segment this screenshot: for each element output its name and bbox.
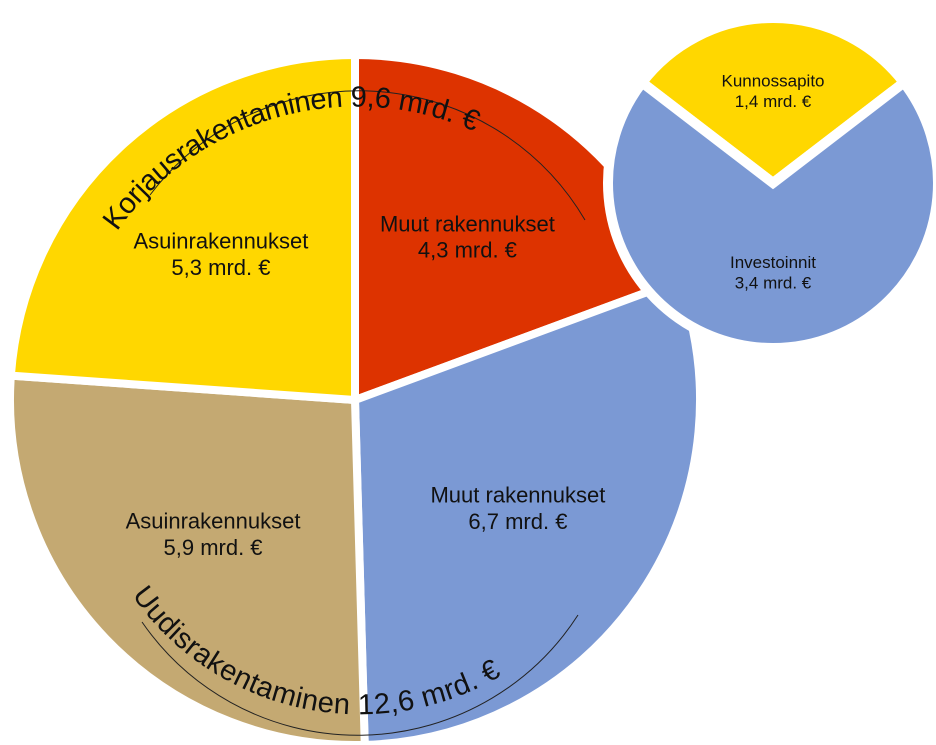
slice-label: Muut rakennukset <box>380 211 555 236</box>
value-label: 5,3 mrd. € <box>171 255 270 280</box>
value-label: 3,4 mrd. € <box>735 273 812 292</box>
value-label: 5,9 mrd. € <box>164 535 263 560</box>
value-label: 6,7 mrd. € <box>468 509 567 534</box>
pie-slice <box>603 75 936 353</box>
bracket-arc <box>141 614 579 736</box>
pie-slice <box>6 371 369 745</box>
slice-label: Asuinrakennukset <box>126 509 301 534</box>
slice-label: Asuinrakennukset <box>134 229 309 254</box>
pie-slice <box>6 50 359 405</box>
value-label: 1,4 mrd. € <box>735 92 812 111</box>
pie-slice <box>350 275 704 745</box>
value-label: 4,3 mrd. € <box>418 238 517 263</box>
bracket-arc <box>149 90 586 221</box>
slice-label: Muut rakennukset <box>430 483 605 508</box>
slice-label: Investoinnit <box>730 253 816 272</box>
slice-label: Kunnossapito <box>721 72 824 91</box>
pie-slice <box>635 13 911 190</box>
